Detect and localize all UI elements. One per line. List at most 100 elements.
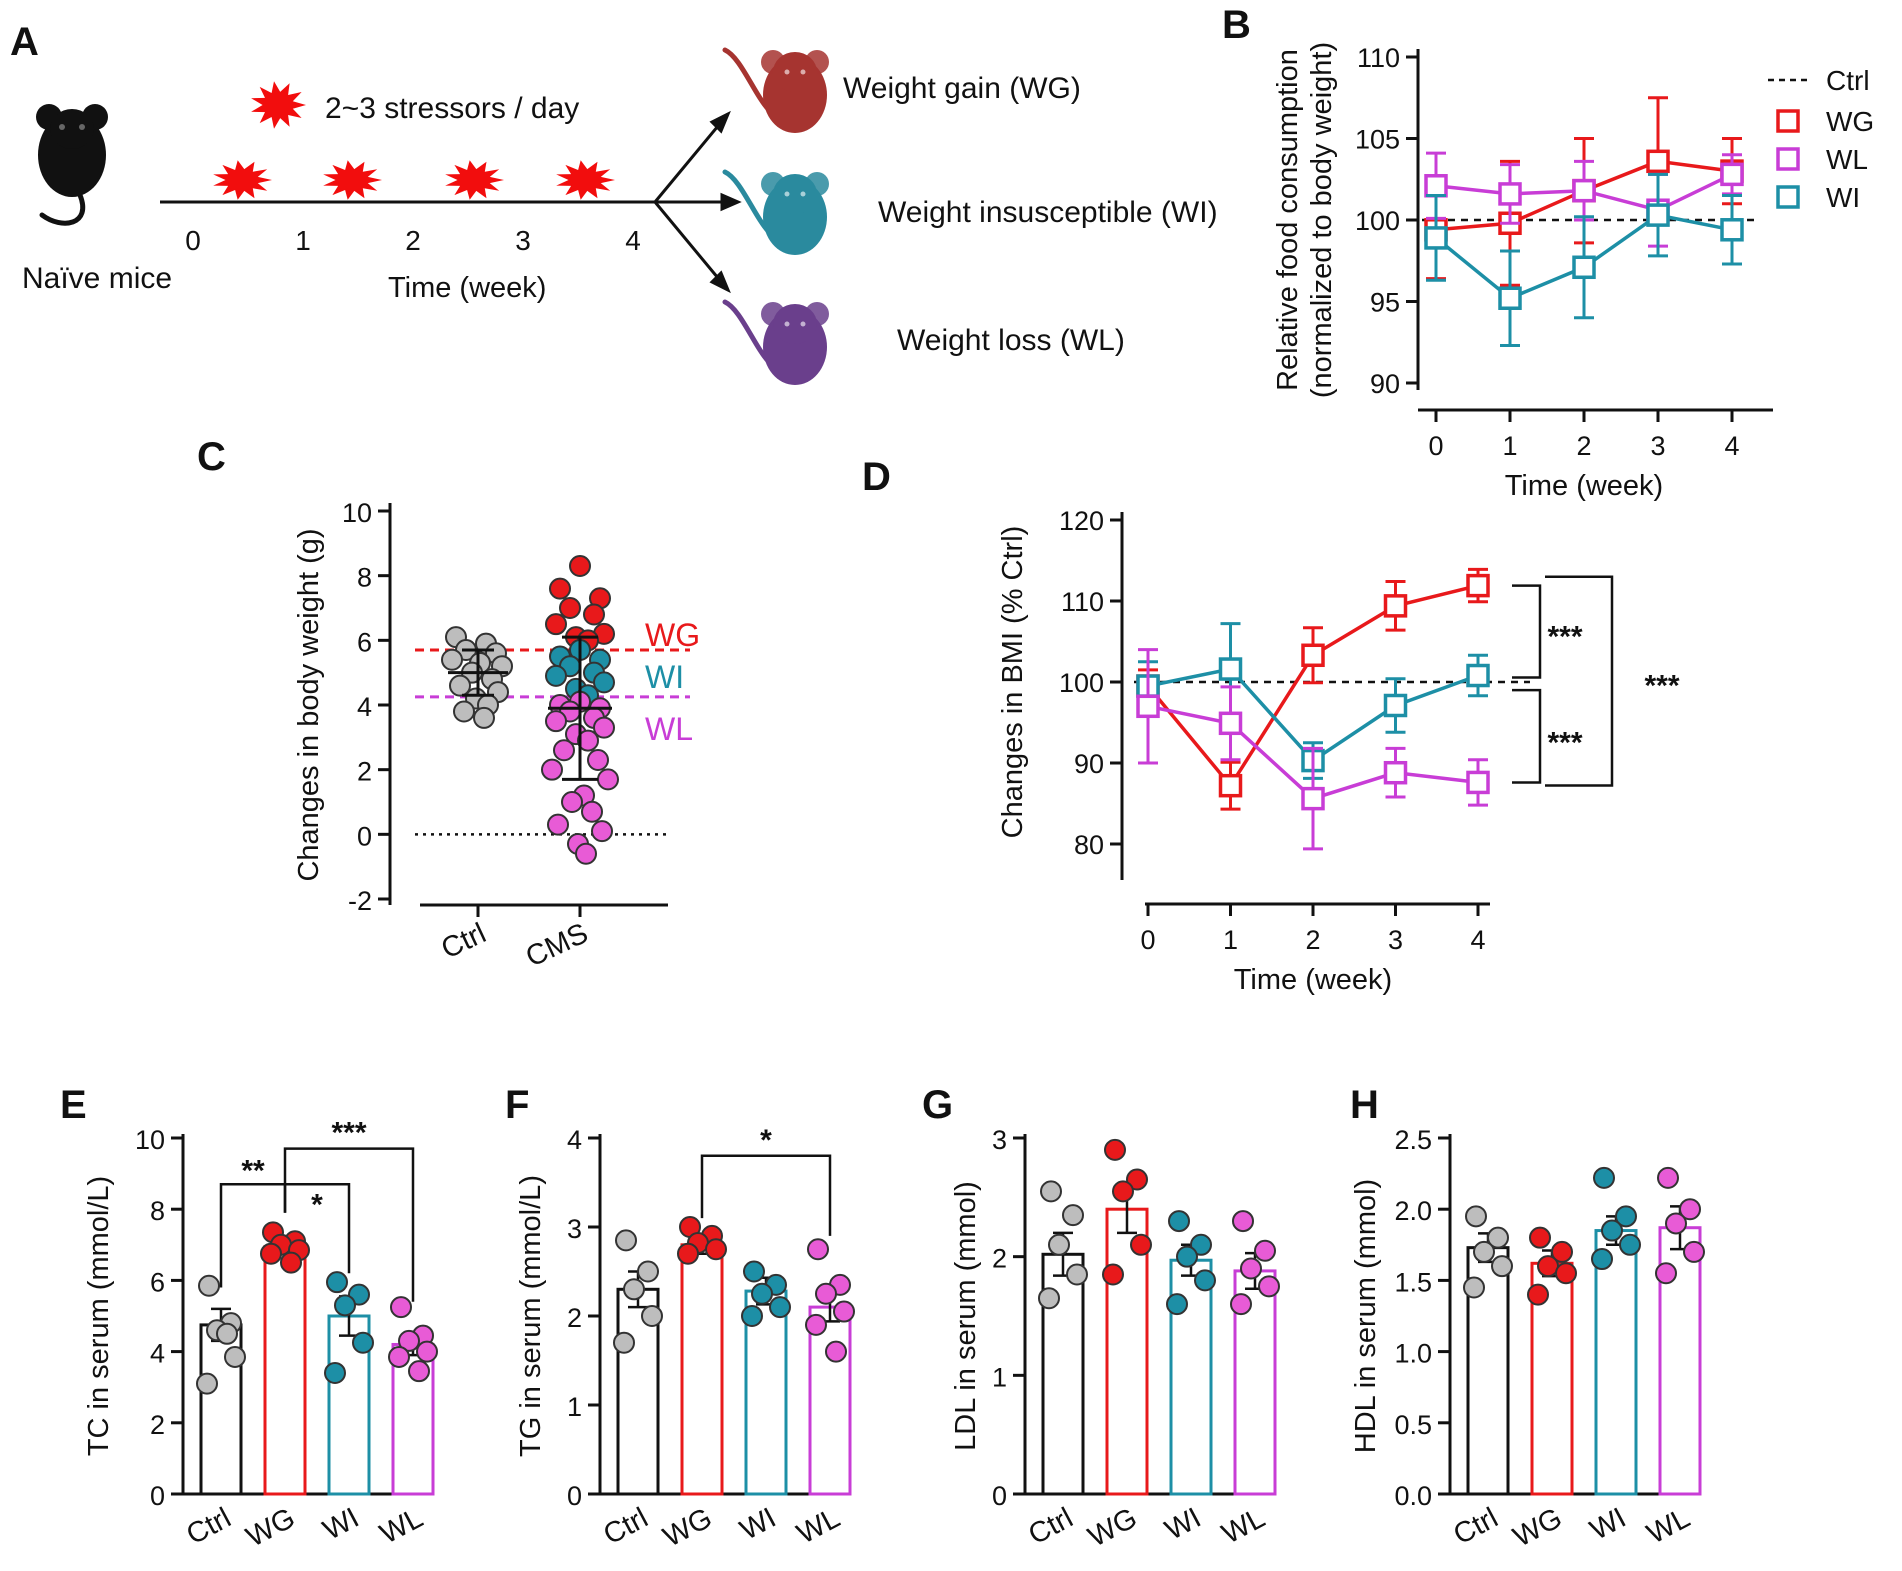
timeline-ticks: 0 1 2 3 4 — [185, 225, 641, 256]
data-point — [1601, 1219, 1623, 1242]
data-point — [1683, 1240, 1705, 1263]
data-point-wl — [541, 758, 563, 781]
data-point — [1218, 657, 1243, 681]
bar-wi — [1594, 1229, 1638, 1496]
data-point — [1383, 760, 1408, 785]
panel-label-e: E — [60, 1083, 87, 1127]
panel-label-f: F — [505, 1083, 529, 1127]
mouse-eye — [784, 69, 790, 75]
panel-h: H 0.0 0.5 1.0 1.5 2.0 2.5 HDL in serum (mmol) C… — [1350, 1083, 1705, 1554]
data-point — [1619, 1233, 1641, 1256]
wi-mouse-icon — [722, 169, 829, 255]
y-tick-label: -2 — [348, 886, 372, 916]
x-tick-label: 0 — [1428, 431, 1443, 461]
data-point — [1572, 178, 1596, 203]
y-tick-label: 8 — [357, 563, 372, 593]
outcome-arrows — [653, 110, 742, 294]
data-point-wl — [577, 729, 599, 752]
significance-bracket — [283, 1147, 415, 1302]
x-tick-label: Ctrl — [1023, 1502, 1078, 1551]
data-point — [1498, 286, 1522, 310]
y-tick-label: 110 — [1357, 43, 1400, 73]
data-point-wi — [545, 664, 567, 687]
y-tick-label: 1 — [567, 1392, 582, 1422]
significance-label: * — [311, 1188, 323, 1221]
hdl-bar-chart: 0.0 0.5 1.0 1.5 2.0 2.5 HDL in serum (mmol) Ctr… — [1350, 1125, 1705, 1554]
data-point — [1720, 162, 1744, 187]
data-point-wi — [593, 671, 615, 694]
panel-b: B 90 95 100 105 110 0 1 2 3 4 Time (week) Relative … — [1222, 3, 1874, 502]
data-point — [324, 1361, 346, 1384]
mouse-eye — [800, 69, 806, 75]
data-point — [1463, 1276, 1485, 1299]
data-point — [1230, 1293, 1252, 1316]
mouse-eye — [800, 191, 806, 197]
y-axis-label: (normalized to body weight) — [1306, 42, 1338, 398]
data-point — [833, 1300, 855, 1323]
timeline-tick-label: 0 — [185, 225, 201, 256]
data-point — [1038, 1287, 1060, 1310]
y-tick-label: 6 — [150, 1267, 165, 1297]
y-axis-label: Changes in body weight (g) — [293, 528, 325, 881]
y-tick-label: 0.5 — [1394, 1410, 1432, 1440]
mouse-body — [722, 47, 829, 133]
ldl-bar-chart: 0 1 2 3 LDL in serum (mmol) Ctrl WG WI WL — [950, 1125, 1280, 1554]
y-axis-label: HDL in serum (mmol) — [1350, 1179, 1382, 1453]
x-tick-label: 2 — [1576, 431, 1591, 461]
mouse-head — [773, 52, 817, 92]
y-tick-label: 2.5 — [1394, 1125, 1432, 1155]
y-tick-label: 2 — [567, 1303, 582, 1333]
data-point — [1048, 1233, 1070, 1256]
data-point — [1254, 1239, 1276, 1262]
data-point — [1646, 203, 1670, 227]
data-point — [1465, 1205, 1487, 1228]
data-point — [1466, 663, 1490, 688]
data-point — [1112, 1180, 1134, 1203]
data-point — [280, 1251, 302, 1274]
data-point — [326, 1271, 348, 1294]
bar-wl — [808, 1305, 852, 1496]
panel-d: D 80 90 100 110 120 0 1 2 3 4 Time (week) Changes i… — [862, 455, 1680, 996]
significance-label: * — [760, 1124, 772, 1157]
x-tick-label: 0 — [1140, 925, 1155, 955]
x-tick-label: WL — [1642, 1502, 1695, 1551]
timeline-tick-label: 2 — [405, 225, 421, 256]
data-point — [623, 1278, 645, 1301]
y-tick-label: 1.0 — [1394, 1339, 1432, 1369]
bar-wg — [1105, 1207, 1149, 1496]
data-point-wl — [581, 800, 603, 823]
y-tick-label: 0 — [150, 1481, 165, 1511]
mouse-eye — [784, 321, 790, 327]
y-tick-label: 4 — [567, 1125, 582, 1155]
data-point — [1258, 1275, 1280, 1298]
data-point — [1383, 693, 1408, 718]
panel-label-g: G — [922, 1083, 953, 1127]
data-point — [1615, 1205, 1637, 1228]
data-point — [805, 1313, 827, 1336]
data-point — [1040, 1180, 1062, 1203]
x-tick-label: Ctrl — [1448, 1502, 1503, 1551]
data-point — [198, 1274, 220, 1297]
y-tick-label: 3 — [567, 1214, 582, 1244]
x-tick-label: WL — [375, 1502, 428, 1551]
significance-label: *** — [1547, 726, 1582, 759]
y-tick-label: 1.5 — [1394, 1267, 1432, 1297]
data-point-wl — [587, 748, 609, 771]
data-point — [615, 1229, 637, 1252]
y-tick-label: 10 — [135, 1125, 165, 1155]
data-point-wl — [575, 842, 597, 865]
y-tick-label: 90 — [1074, 749, 1104, 779]
data-point — [408, 1360, 430, 1383]
panel-a: A Naïve mice 0 1 2 3 4 Time (week) 2~3 stres… — [10, 20, 1218, 385]
data-point — [1176, 1245, 1198, 1268]
data-point — [1572, 255, 1596, 280]
bar-wg — [680, 1243, 724, 1496]
y-tick-label: 2 — [357, 757, 372, 787]
stressor-burst — [213, 160, 272, 200]
data-point — [196, 1372, 218, 1395]
data-point — [1466, 573, 1490, 598]
threshold-label-wl: WL — [645, 711, 693, 747]
timeline-tick-label: 1 — [295, 225, 311, 256]
y-tick-label: 0 — [992, 1481, 1007, 1511]
data-point-wl — [561, 791, 583, 813]
